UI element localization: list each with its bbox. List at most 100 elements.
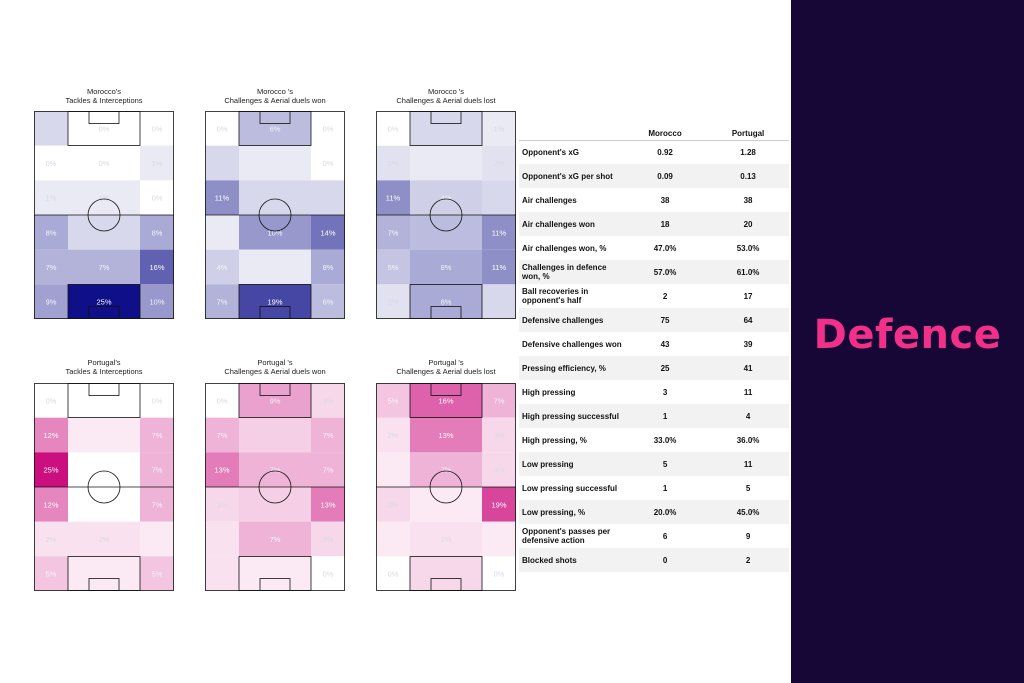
stats-label: High pressing successful: [519, 404, 623, 428]
heatmap-cell: [205, 417, 239, 453]
heatmap-cell-label: 2%: [388, 431, 399, 440]
heatmap-cell: [482, 521, 516, 557]
heatmap-cell-label: 2%: [99, 535, 110, 544]
heatmap-cell-label: 0%: [388, 570, 399, 579]
heatmap-cell: [140, 417, 174, 453]
heatmap-cell: [482, 215, 516, 250]
heatmap-cell-label: 3%: [494, 298, 505, 307]
stats-morocco-value: 0.92: [657, 147, 673, 157]
stats-morocco-value: 18: [623, 212, 708, 236]
heatmap-cell: [239, 111, 311, 146]
pitch-marking: [87, 198, 121, 232]
pitch-marking: [258, 470, 292, 504]
stats-morocco-value: 1: [662, 483, 668, 493]
stats-row: Defensive challenges won 43 39: [519, 332, 789, 356]
heatmap-cell-label: 13%: [438, 431, 453, 440]
heatmap-cell: [376, 487, 410, 522]
heatmap-cell-label: 5%: [388, 263, 399, 272]
heatmap-cell: [205, 180, 239, 215]
heatmap-cell: [239, 487, 311, 522]
stats-label: High pressing: [522, 387, 576, 397]
heatmap-cell-label: 11%: [386, 194, 401, 203]
stats-portugal-value: 5: [745, 483, 751, 493]
pitch-heatmap: 0% 0% 12% 7% 25% 7% 12% 7% 2% 2% 5% 5%: [34, 383, 174, 591]
stats-morocco-value: 57.0%: [623, 260, 708, 284]
heatmap-cell-label: 19%: [267, 298, 282, 307]
stats-portugal-value: 11: [707, 452, 789, 476]
heatmap-cell: [311, 215, 345, 250]
heatmap-cell: [239, 215, 311, 250]
heatmap-cell-label: 12%: [43, 500, 58, 509]
heatmap-cell: [239, 249, 311, 285]
stats-table: Morocco Portugal Opponent's xG 0.92 1.28 Op…: [519, 128, 789, 572]
pitch-marking: [430, 578, 462, 591]
stats-row: Opponent's xG 0.92 1.28: [519, 140, 789, 164]
heatmap-cell: [205, 383, 239, 418]
heatmap-cell: [239, 284, 311, 319]
heatmap-cell: [311, 284, 345, 319]
stats-morocco-value: 38: [660, 195, 670, 205]
stats-portugal-value: 9: [745, 531, 751, 541]
heatmap-cell: [376, 180, 410, 215]
heatmap-cell-label: 7%: [494, 396, 505, 405]
stats-row: High pressing, % 33.0% 36.0%: [519, 428, 789, 452]
pitch-marking: [259, 306, 291, 319]
heatmap-cell-label: 11%: [492, 263, 507, 272]
heatmap-cell-label: 0%: [152, 194, 163, 203]
heatmap-cell: [239, 521, 311, 557]
heatmap-cell-label: 3%: [217, 159, 228, 168]
heatmap-cell: [34, 284, 68, 319]
heatmap-cell-label: 1%: [494, 124, 505, 133]
heatmap-cell: [68, 452, 140, 487]
heatmap-cell: [410, 417, 482, 453]
heatmap-cell-label: 1%: [46, 194, 57, 203]
heatmap-cell: [140, 284, 174, 319]
heatmap-cell: [34, 215, 68, 250]
heatmap-cell: [311, 487, 345, 522]
heatmap-cell: [482, 111, 516, 146]
heatmap-cell-label: 12%: [43, 431, 58, 440]
heatmap-cell: [34, 487, 68, 522]
stats-morocco-value: 0.09: [623, 164, 708, 188]
heatmap-cell: [68, 521, 140, 557]
heatmap-cell-label: 8%: [152, 228, 163, 237]
stats-morocco-value: 25: [623, 356, 708, 380]
pitch-marking: [88, 111, 120, 124]
heatmap-cell-label: 7%: [323, 431, 334, 440]
heatmap-cell: [311, 249, 345, 285]
heatmap-cell: [68, 556, 140, 591]
section-panel: Defence: [791, 0, 1024, 683]
heatmap-cell: [376, 284, 410, 319]
pitch-marking: [430, 383, 462, 396]
heatmap-cell: [410, 284, 482, 319]
heatmap-cell-label: 9%: [270, 396, 281, 405]
heatmap-cell: [410, 452, 482, 487]
stats-label: Challenges in defence won, %: [519, 260, 623, 284]
heatmap-cell-label: 16%: [149, 263, 164, 272]
heatmap-cell: [311, 417, 345, 453]
stats-portugal-value: 0.13: [707, 164, 789, 188]
heatmap-cell: [34, 180, 68, 215]
stats-header-portugal: Portugal: [707, 128, 789, 141]
heatmap-cell-label: 13%: [214, 466, 229, 475]
stats-row: Low pressing, % 20.0% 45.0%: [519, 500, 789, 524]
heatmap-cell: [311, 452, 345, 487]
heatmap-cell-label: 0%: [99, 159, 110, 168]
stats-portugal-value: 38: [743, 195, 753, 205]
heatmap-cell-label: 3%: [494, 194, 505, 203]
heatmap-cell: [239, 417, 311, 453]
heatmap-cell: [482, 487, 516, 522]
heatmap-cell: [68, 215, 140, 250]
heatmap-cell: [482, 452, 516, 487]
heatmap-cell: [376, 215, 410, 250]
heatmap-cell-label: 11%: [215, 194, 230, 203]
heatmap-cell-label: 7%: [270, 466, 281, 475]
heatmap-title: Portugal 's Challenges & Aerial duels won: [224, 358, 326, 376]
stats-label: Pressing efficiency, %: [519, 356, 623, 380]
stats-row: High pressing successful 1 4: [519, 404, 789, 428]
stats-label: Ball recoveries in opponent's half: [522, 287, 589, 305]
heatmap-cell-label: 5%: [46, 570, 57, 579]
pitch-marking: [259, 111, 291, 124]
heatmap-cell-label: 7%: [217, 298, 228, 307]
heatmap-cell: [410, 111, 482, 146]
